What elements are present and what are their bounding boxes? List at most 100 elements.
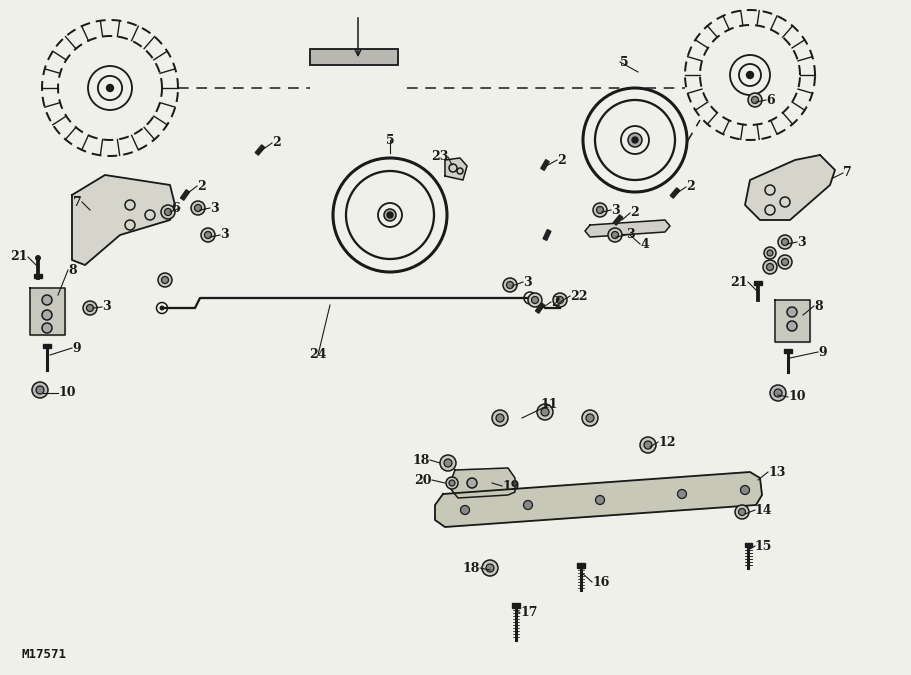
- Text: 21: 21: [731, 275, 748, 288]
- Text: 3: 3: [210, 202, 219, 215]
- Polygon shape: [745, 155, 835, 220]
- Circle shape: [107, 84, 114, 92]
- Circle shape: [446, 477, 458, 489]
- Circle shape: [767, 250, 773, 256]
- Circle shape: [787, 321, 797, 331]
- Text: 24: 24: [309, 348, 327, 362]
- Circle shape: [161, 277, 169, 284]
- Text: M17571: M17571: [22, 648, 67, 661]
- Text: 2: 2: [551, 296, 559, 308]
- Circle shape: [628, 133, 642, 147]
- Text: 2: 2: [686, 180, 695, 194]
- Text: 3: 3: [523, 275, 532, 288]
- Circle shape: [608, 228, 622, 242]
- Text: 16: 16: [592, 576, 609, 589]
- Circle shape: [770, 385, 786, 401]
- Circle shape: [632, 137, 638, 143]
- Circle shape: [42, 323, 52, 333]
- Circle shape: [611, 232, 619, 238]
- Bar: [34, 274, 42, 278]
- Circle shape: [766, 263, 773, 271]
- Circle shape: [158, 273, 172, 287]
- Circle shape: [778, 255, 792, 269]
- Circle shape: [204, 232, 211, 238]
- Text: 2: 2: [630, 207, 639, 219]
- Text: 21: 21: [11, 250, 28, 263]
- Polygon shape: [435, 472, 762, 527]
- Text: 10: 10: [58, 387, 76, 400]
- Circle shape: [640, 437, 656, 453]
- Circle shape: [763, 260, 777, 274]
- Circle shape: [644, 441, 652, 449]
- Circle shape: [42, 310, 52, 320]
- Circle shape: [593, 203, 607, 217]
- Circle shape: [161, 205, 175, 219]
- Text: 15: 15: [755, 539, 773, 553]
- Text: 6: 6: [171, 202, 180, 215]
- Circle shape: [165, 209, 171, 215]
- Text: 4: 4: [640, 238, 649, 250]
- Bar: [754, 281, 762, 285]
- Polygon shape: [180, 190, 189, 200]
- Polygon shape: [613, 215, 623, 225]
- Circle shape: [764, 247, 776, 259]
- Circle shape: [527, 296, 533, 300]
- Text: 14: 14: [755, 504, 773, 516]
- Circle shape: [159, 306, 165, 311]
- Text: 17: 17: [520, 607, 537, 620]
- Circle shape: [492, 410, 508, 426]
- Text: 2: 2: [272, 136, 281, 149]
- Circle shape: [553, 293, 567, 307]
- Circle shape: [528, 293, 542, 307]
- Polygon shape: [450, 468, 515, 498]
- Circle shape: [557, 296, 564, 304]
- Circle shape: [524, 500, 533, 510]
- Text: 18: 18: [463, 562, 480, 574]
- Bar: [745, 543, 752, 547]
- Circle shape: [774, 389, 782, 397]
- Circle shape: [596, 495, 605, 504]
- Polygon shape: [543, 230, 551, 240]
- Circle shape: [449, 480, 455, 486]
- Circle shape: [42, 295, 52, 305]
- Bar: [43, 344, 51, 348]
- Text: 23: 23: [431, 151, 448, 163]
- Text: 3: 3: [611, 203, 619, 217]
- Text: 7: 7: [73, 196, 82, 209]
- Circle shape: [748, 93, 762, 107]
- Bar: [784, 349, 792, 353]
- Polygon shape: [541, 160, 549, 170]
- Text: 9: 9: [818, 346, 826, 358]
- Circle shape: [541, 408, 549, 416]
- Bar: [310, 49, 398, 65]
- Text: 2: 2: [557, 153, 566, 167]
- Text: 8: 8: [814, 300, 823, 313]
- Text: 3: 3: [102, 300, 110, 313]
- Text: 22: 22: [570, 290, 588, 302]
- Circle shape: [486, 564, 494, 572]
- Text: 3: 3: [220, 229, 229, 242]
- Circle shape: [752, 97, 759, 103]
- Polygon shape: [670, 188, 680, 198]
- Circle shape: [191, 201, 205, 215]
- Text: 8: 8: [68, 263, 77, 277]
- Circle shape: [503, 278, 517, 292]
- Circle shape: [35, 255, 41, 261]
- Circle shape: [36, 386, 44, 394]
- Polygon shape: [775, 300, 810, 342]
- Text: 20: 20: [415, 473, 432, 487]
- Circle shape: [83, 301, 97, 315]
- Circle shape: [460, 506, 469, 514]
- Bar: [577, 563, 585, 568]
- Polygon shape: [585, 220, 670, 237]
- Circle shape: [507, 281, 514, 288]
- Circle shape: [537, 404, 553, 420]
- Circle shape: [739, 508, 745, 516]
- Text: 11: 11: [540, 398, 558, 412]
- Circle shape: [384, 209, 396, 221]
- Circle shape: [195, 205, 201, 211]
- Circle shape: [782, 259, 789, 265]
- Circle shape: [496, 414, 504, 422]
- Circle shape: [201, 228, 215, 242]
- Text: 3: 3: [797, 236, 805, 248]
